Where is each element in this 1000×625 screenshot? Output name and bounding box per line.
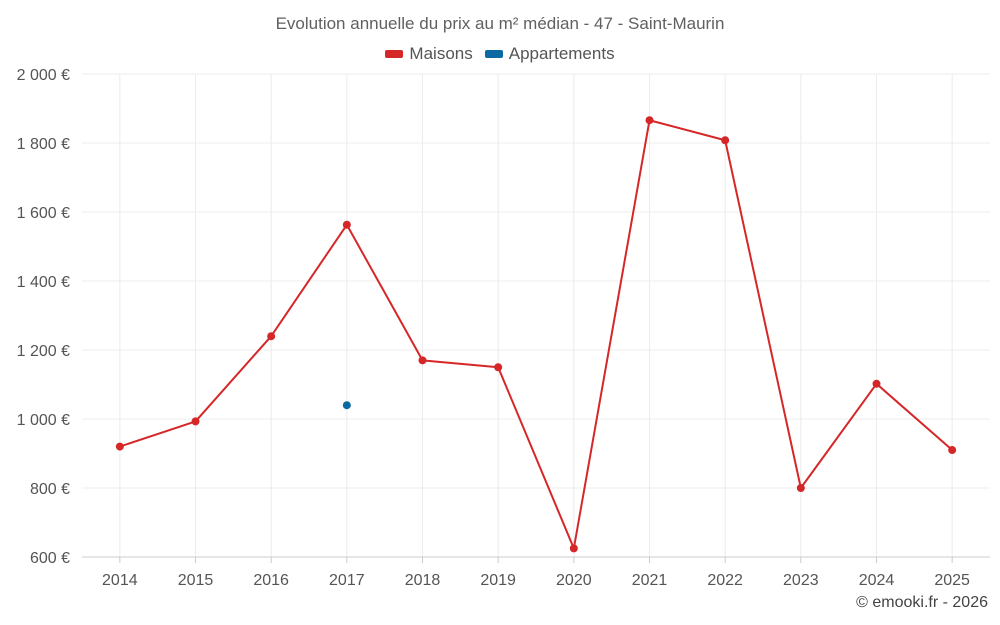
- x-tick-label: 2024: [859, 572, 895, 589]
- legend-swatch-maisons: [385, 50, 404, 58]
- y-tick-label: 1 800 €: [17, 136, 70, 153]
- y-tick-label: 1 000 €: [17, 412, 70, 429]
- data-point-maisons[interactable]: [115, 442, 124, 451]
- data-point-maisons[interactable]: [494, 363, 503, 372]
- data-point-maisons[interactable]: [267, 332, 276, 341]
- x-tick-label: 2023: [783, 572, 819, 589]
- x-tick-label: 2014: [102, 572, 138, 589]
- data-point-appartements[interactable]: [342, 401, 351, 410]
- x-tick-label: 2017: [329, 572, 365, 589]
- x-tick-label: 2021: [632, 572, 668, 589]
- y-tick-label: 600 €: [30, 550, 70, 567]
- data-point-maisons[interactable]: [569, 544, 578, 553]
- legend-label-maisons: Maisons: [409, 44, 473, 63]
- data-point-maisons[interactable]: [342, 220, 351, 229]
- data-point-maisons[interactable]: [948, 446, 957, 455]
- data-point-maisons[interactable]: [191, 417, 200, 426]
- y-tick-label: 1 600 €: [17, 205, 70, 222]
- legend-item-appartements[interactable]: Appartements: [484, 44, 615, 64]
- y-tick-label: 800 €: [30, 481, 70, 498]
- x-tick-label: 2015: [178, 572, 214, 589]
- chart-legend: Maisons Appartements: [0, 44, 1000, 64]
- x-tick-label: 2019: [480, 572, 516, 589]
- legend-label-appartements: Appartements: [508, 44, 615, 63]
- data-point-maisons[interactable]: [418, 356, 427, 365]
- chart-title: Evolution annuelle du prix au m² médian …: [275, 14, 725, 33]
- x-tick-label: 2020: [556, 572, 592, 589]
- data-point-maisons[interactable]: [721, 136, 730, 145]
- y-tick-label: 1 400 €: [17, 274, 70, 291]
- data-point-maisons[interactable]: [645, 116, 654, 125]
- y-tick-label: 2 000 €: [17, 67, 70, 84]
- x-tick-label: 2022: [707, 572, 743, 589]
- credit-text: © emooki.fr - 2026: [856, 594, 988, 611]
- x-tick-label: 2025: [934, 572, 970, 589]
- y-tick-label: 1 200 €: [17, 343, 70, 360]
- x-tick-label: 2018: [405, 572, 441, 589]
- series-line-maisons: [119, 119, 953, 550]
- legend-item-maisons[interactable]: Maisons: [385, 44, 473, 64]
- x-tick-label: 2016: [253, 572, 289, 589]
- legend-swatch-appartements: [484, 50, 503, 58]
- data-point-maisons[interactable]: [872, 379, 881, 388]
- data-point-maisons[interactable]: [796, 484, 805, 492]
